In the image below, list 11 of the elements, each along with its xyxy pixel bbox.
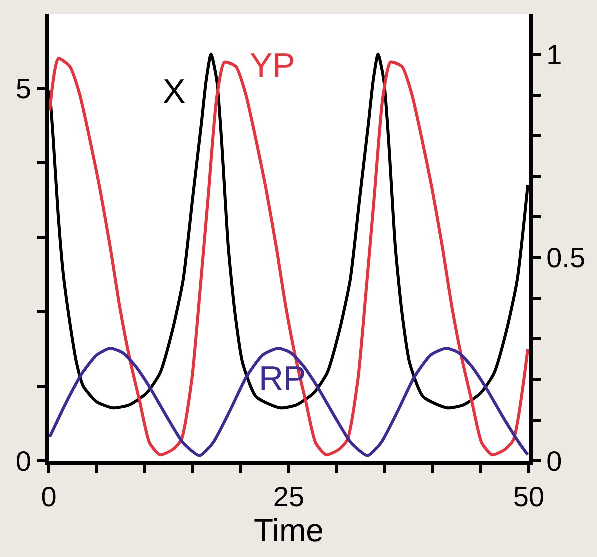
x-tick-label: 0 <box>41 482 57 513</box>
y2-tick-label: 0 <box>546 446 562 477</box>
line-series <box>49 347 529 458</box>
series-label: X <box>163 73 186 111</box>
x-axis-title: Time <box>254 512 324 549</box>
series-label: YP <box>250 47 296 85</box>
y-tick-label: 5 <box>16 73 32 104</box>
x-tick-label: 50 <box>513 482 545 513</box>
x-tick-label: 25 <box>273 482 305 513</box>
y2-tick-label: 0.5 <box>546 242 586 274</box>
y2-tick-label: 1 <box>546 39 562 70</box>
